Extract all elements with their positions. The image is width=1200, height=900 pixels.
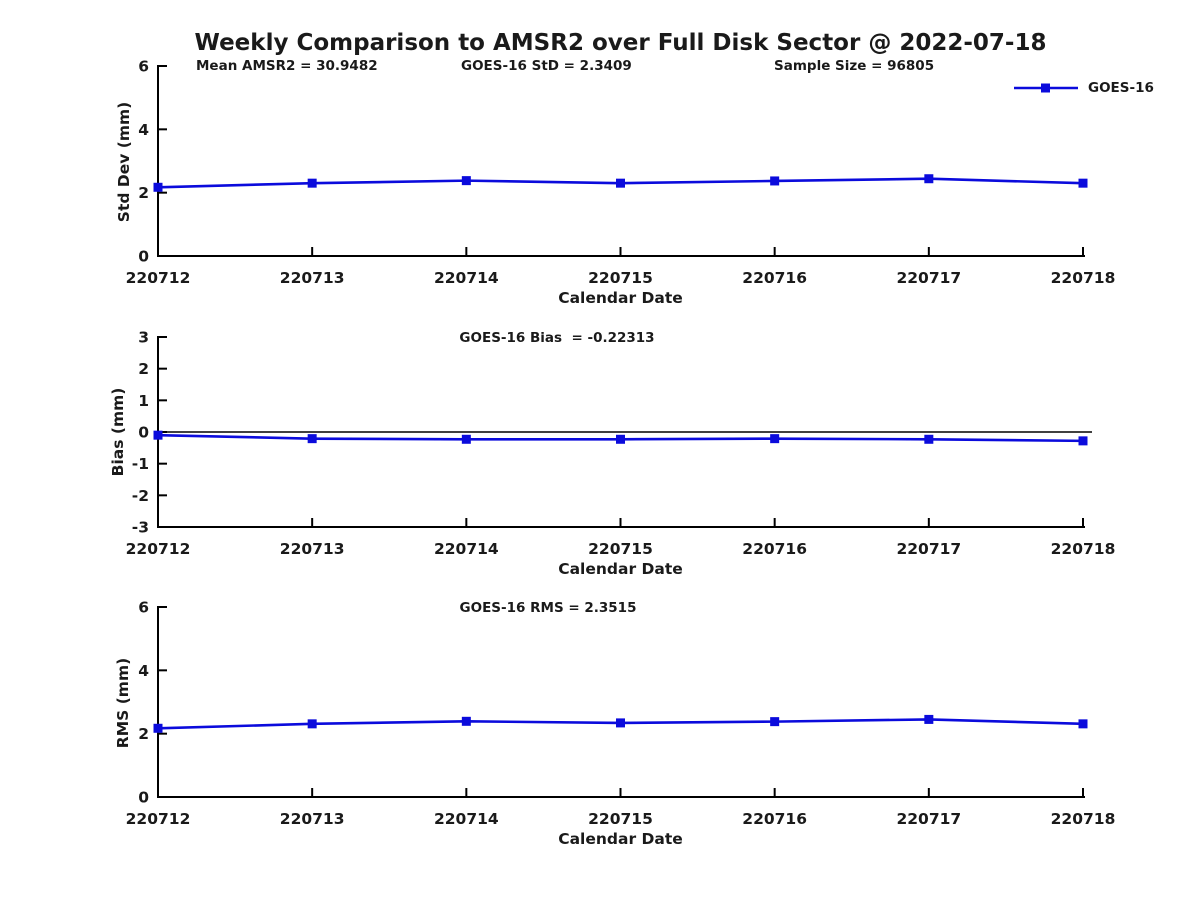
y-tick-label: 6 bbox=[138, 58, 149, 76]
x-tick-label: 220715 bbox=[588, 269, 653, 287]
series-marker bbox=[770, 717, 780, 727]
y-tick-label: 4 bbox=[138, 662, 149, 680]
x-axis-label-bottom: Calendar Date bbox=[558, 830, 683, 848]
x-tick-label: 220715 bbox=[588, 540, 653, 558]
series-marker bbox=[307, 719, 317, 729]
x-tick-label: 220715 bbox=[588, 810, 653, 828]
x-tick-label: 220714 bbox=[434, 810, 499, 828]
y-tick-label: 1 bbox=[138, 392, 149, 410]
x-tick-label: 220714 bbox=[434, 269, 499, 287]
annotation-sample-size: Sample Size = 96805 bbox=[774, 58, 935, 74]
x-tick-label: 220713 bbox=[280, 540, 345, 558]
y-tick-label: 3 bbox=[138, 329, 149, 347]
series-marker bbox=[616, 718, 625, 728]
series-marker bbox=[1078, 178, 1088, 188]
y-tick-label: -1 bbox=[132, 455, 149, 473]
annotation-mean-amsr2: Mean AMSR2 = 30.9482 bbox=[196, 58, 378, 74]
annotation-goes16-rms: GOES-16 RMS = 2.3515 bbox=[459, 600, 637, 616]
y-tick-label: 2 bbox=[138, 725, 149, 743]
annotation-goes16-std: GOES-16 StD = 2.3409 bbox=[461, 58, 632, 74]
x-tick-label: 220712 bbox=[126, 269, 191, 287]
y-axis-label-bias: Bias (mm) bbox=[109, 387, 127, 477]
y-tick-label: -3 bbox=[132, 519, 149, 537]
x-tick-label: 220718 bbox=[1051, 810, 1116, 828]
x-axis-label-top: Calendar Date bbox=[558, 289, 683, 307]
series-marker bbox=[307, 178, 317, 188]
series-marker bbox=[924, 434, 934, 444]
series-marker bbox=[1078, 436, 1088, 446]
series-marker bbox=[153, 182, 163, 192]
y-tick-label: 0 bbox=[138, 424, 149, 442]
x-tick-label: 220716 bbox=[742, 810, 807, 828]
series-marker bbox=[616, 178, 625, 188]
series-marker bbox=[1078, 719, 1088, 729]
chart-title: Weekly Comparison to AMSR2 over Full Dis… bbox=[194, 30, 1047, 56]
x-axis-label-middle: Calendar Date bbox=[558, 560, 683, 578]
y-tick-label: -2 bbox=[132, 487, 149, 505]
y-axis-label-std-dev: Std Dev (mm) bbox=[115, 101, 133, 223]
x-tick-label: 220716 bbox=[742, 540, 807, 558]
y-tick-label: 4 bbox=[138, 121, 149, 139]
series-marker bbox=[924, 714, 934, 724]
y-tick-label: 0 bbox=[138, 789, 149, 807]
series-marker bbox=[924, 174, 934, 184]
x-tick-label: 220717 bbox=[896, 810, 961, 828]
x-tick-label: 220714 bbox=[434, 540, 499, 558]
series-marker bbox=[307, 434, 317, 444]
legend-line-icon bbox=[1014, 83, 1078, 93]
x-tick-label: 220712 bbox=[126, 540, 191, 558]
series-marker bbox=[461, 716, 471, 726]
legend: GOES-16 bbox=[1013, 80, 1154, 96]
y-axis-label-rms: RMS (mm) bbox=[114, 657, 132, 749]
x-tick-label: 220718 bbox=[1051, 540, 1116, 558]
y-tick-label: 0 bbox=[138, 248, 149, 266]
x-tick-label: 220718 bbox=[1051, 269, 1116, 287]
series-marker bbox=[770, 176, 780, 186]
x-tick-label: 220716 bbox=[742, 269, 807, 287]
series-marker bbox=[770, 434, 780, 444]
series-marker bbox=[153, 723, 163, 733]
x-tick-label: 220713 bbox=[280, 269, 345, 287]
series-marker bbox=[461, 434, 471, 444]
x-tick-label: 220712 bbox=[126, 810, 191, 828]
x-tick-label: 220713 bbox=[280, 810, 345, 828]
series-marker bbox=[153, 430, 163, 440]
y-tick-label: 2 bbox=[138, 360, 149, 378]
series-marker bbox=[616, 434, 625, 444]
y-tick-label: 6 bbox=[138, 599, 149, 617]
y-tick-label: 2 bbox=[138, 184, 149, 202]
annotation-goes16-bias: GOES-16 Bias = -0.22313 bbox=[459, 330, 655, 346]
series-marker bbox=[461, 176, 471, 186]
x-tick-label: 220717 bbox=[896, 540, 961, 558]
legend-label: GOES-16 bbox=[1088, 80, 1154, 96]
x-tick-label: 220717 bbox=[896, 269, 961, 287]
